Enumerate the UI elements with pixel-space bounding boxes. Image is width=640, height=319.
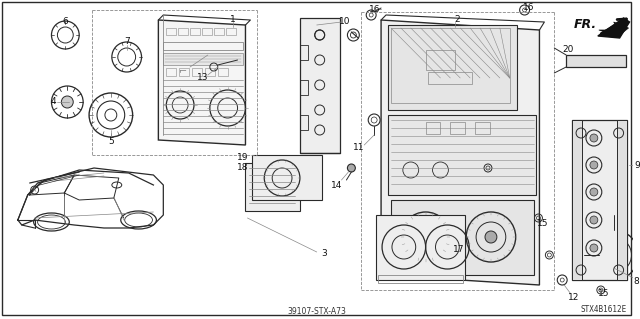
Bar — [163, 42, 243, 50]
Bar — [190, 28, 200, 35]
Text: 11: 11 — [353, 144, 364, 152]
Bar — [378, 275, 463, 283]
Bar — [391, 28, 509, 103]
Text: 12: 12 — [568, 293, 580, 302]
Bar — [416, 270, 422, 278]
Bar — [214, 28, 224, 35]
Bar — [300, 18, 339, 153]
Text: 16: 16 — [523, 3, 534, 11]
Bar — [388, 115, 536, 195]
Text: 3: 3 — [322, 249, 328, 258]
Text: 8: 8 — [634, 278, 639, 286]
Text: 7: 7 — [124, 38, 129, 47]
Ellipse shape — [485, 231, 497, 243]
Text: 15: 15 — [537, 219, 548, 227]
Text: 4: 4 — [51, 98, 56, 107]
Ellipse shape — [590, 188, 598, 196]
Text: 2: 2 — [454, 14, 460, 24]
Bar — [572, 120, 627, 280]
Bar — [192, 68, 202, 76]
Text: 39107-STX-A73: 39107-STX-A73 — [287, 307, 346, 316]
Text: 10: 10 — [339, 17, 350, 26]
Text: 13: 13 — [197, 73, 209, 83]
Ellipse shape — [61, 96, 73, 108]
Text: 19: 19 — [237, 153, 248, 162]
Polygon shape — [599, 22, 628, 36]
Polygon shape — [598, 18, 630, 38]
Bar — [451, 122, 465, 134]
Bar — [426, 122, 440, 134]
Ellipse shape — [420, 231, 431, 243]
Bar — [572, 120, 582, 280]
Bar — [166, 68, 176, 76]
Text: —: — — [374, 6, 381, 12]
Ellipse shape — [590, 161, 598, 169]
Text: STX4B1612E: STX4B1612E — [580, 305, 627, 314]
Bar — [202, 28, 212, 35]
Text: 5: 5 — [108, 137, 114, 145]
Bar — [300, 80, 308, 95]
Bar — [218, 68, 228, 76]
Bar — [396, 270, 402, 278]
Text: ⌐: ⌐ — [179, 65, 187, 75]
Bar — [246, 163, 300, 211]
Bar — [617, 120, 627, 280]
Bar — [300, 45, 308, 60]
Text: 20: 20 — [563, 46, 574, 55]
Bar — [163, 53, 243, 65]
Ellipse shape — [590, 134, 598, 142]
Bar — [252, 155, 322, 200]
Bar — [426, 270, 431, 278]
Polygon shape — [381, 20, 540, 285]
Bar — [435, 270, 442, 278]
Text: 9: 9 — [634, 160, 640, 169]
Ellipse shape — [590, 216, 598, 224]
Text: 6: 6 — [63, 18, 68, 26]
Text: 15: 15 — [598, 290, 609, 299]
Bar — [428, 72, 472, 84]
Bar — [391, 200, 534, 275]
Ellipse shape — [348, 164, 355, 172]
Text: 18: 18 — [237, 162, 248, 172]
Bar — [406, 270, 412, 278]
Text: 1: 1 — [230, 14, 236, 24]
Text: A: A — [33, 188, 36, 192]
Bar — [166, 28, 176, 35]
Bar — [205, 68, 215, 76]
Bar — [475, 122, 490, 134]
Text: FR.: FR. — [574, 18, 597, 31]
Bar — [426, 50, 455, 70]
Bar — [178, 28, 188, 35]
Polygon shape — [158, 20, 246, 145]
Text: 16: 16 — [369, 4, 381, 13]
Bar — [300, 115, 308, 130]
Ellipse shape — [590, 244, 598, 252]
Bar — [179, 68, 189, 76]
Text: 17: 17 — [452, 246, 464, 255]
Bar — [226, 28, 236, 35]
Bar — [376, 215, 465, 280]
Text: 14: 14 — [331, 181, 342, 189]
Bar — [388, 25, 516, 110]
Bar — [445, 270, 451, 278]
Ellipse shape — [606, 247, 621, 263]
Bar — [566, 55, 625, 67]
